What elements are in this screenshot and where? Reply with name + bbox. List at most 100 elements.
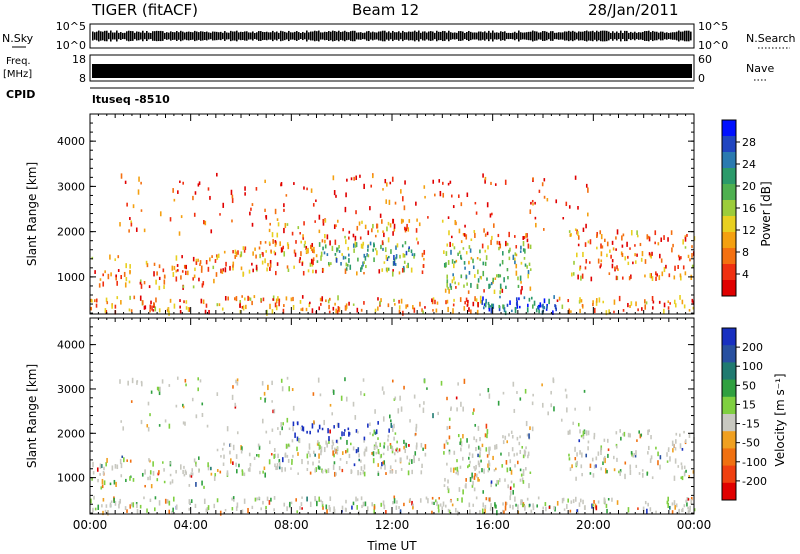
power-cell: [509, 300, 511, 305]
velocity-cell: [236, 431, 239, 435]
velocity-cell: [607, 498, 610, 501]
velocity-cell: [521, 477, 524, 482]
power-cell: [655, 276, 657, 281]
velocity-colorbar-swatch: [722, 345, 736, 363]
velocity-cell: [415, 423, 418, 429]
velocity-cell: [136, 380, 138, 385]
power-cell: [398, 309, 401, 314]
power-cell: [195, 261, 198, 265]
power-cell: [413, 253, 416, 257]
velocity-colorbar-swatch: [722, 328, 736, 346]
velocity-cell: [276, 463, 279, 468]
power-cell: [561, 304, 564, 309]
power-cell: [333, 190, 336, 196]
power-cell: [200, 265, 203, 271]
power-cell: [286, 223, 289, 226]
nsky-bar: [294, 31, 296, 41]
power-cell: [120, 275, 122, 280]
power-cell: [487, 301, 490, 305]
power-cell: [269, 263, 272, 268]
power-cell: [91, 299, 93, 303]
power-colorbar-tick-label: 20: [742, 180, 756, 193]
velocity-cell: [487, 387, 490, 393]
power-cell: [536, 305, 539, 309]
power-cell: [516, 301, 518, 306]
velocity-cell: [477, 445, 480, 450]
power-cell: [129, 217, 131, 221]
velocity-cell: [385, 509, 387, 514]
velocity-cell: [296, 421, 299, 425]
power-cell: [109, 254, 111, 260]
velocity-cell: [441, 506, 444, 510]
power-cell: [651, 251, 653, 256]
velocity-cell: [681, 475, 684, 481]
velocity-cell: [448, 451, 451, 455]
power-cell: [168, 310, 170, 316]
velocity-cell: [373, 446, 376, 450]
velocity-cell: [473, 487, 476, 492]
velocity-cell: [120, 420, 123, 423]
velocity-cell: [516, 436, 519, 441]
nsky-bar: [334, 31, 336, 41]
velocity-cell: [485, 497, 488, 501]
velocity-cell: [323, 446, 326, 453]
nsky-bar: [638, 32, 640, 40]
velocity-cell: [474, 423, 477, 427]
velocity-cell: [584, 505, 586, 510]
power-cell: [232, 250, 234, 254]
nsky-bar: [208, 32, 210, 40]
power-cell: [348, 253, 350, 257]
power-cell: [522, 236, 525, 240]
nsky-bar: [158, 30, 160, 42]
velocity-cell: [574, 496, 577, 502]
velocity-cell: [113, 479, 116, 485]
power-cell: [315, 254, 318, 258]
power-cell: [630, 230, 633, 236]
power-cell: [215, 272, 218, 277]
velocity-cell: [311, 423, 314, 429]
velocity-cell: [479, 447, 482, 452]
velocity-cell: [671, 510, 674, 515]
power-cell: [432, 179, 435, 184]
velocity-cell: [423, 378, 426, 384]
velocity-cell: [537, 496, 540, 500]
velocity-cell: [515, 503, 517, 507]
power-cell: [209, 257, 211, 262]
velocity-cell: [447, 488, 450, 494]
velocity-cell: [164, 498, 167, 504]
power-cell: [155, 297, 157, 303]
power-cell: [634, 260, 637, 264]
power-cell: [276, 232, 279, 238]
freq-bars: [92, 64, 692, 78]
velocity-cell: [396, 447, 398, 451]
velocity-cell: [506, 440, 509, 444]
power-cell: [141, 300, 144, 305]
power-cell: [252, 268, 254, 273]
velocity-cell: [375, 451, 378, 455]
power-cell: [280, 182, 283, 187]
nsky-bar: [160, 30, 162, 42]
power-cell: [423, 257, 425, 261]
power-cell: [531, 199, 534, 203]
velocity-cell: [92, 507, 94, 513]
velocity-cell: [126, 459, 128, 462]
velocity-cell: [220, 455, 222, 458]
velocity-cell: [615, 443, 618, 447]
power-cell: [692, 300, 695, 305]
velocity-cell: [475, 438, 478, 443]
velocity-cell: [206, 424, 209, 428]
power-cell: [309, 301, 311, 305]
power-cell: [130, 220, 133, 224]
nsky-bar: [364, 32, 366, 40]
velocity-cell: [373, 429, 376, 434]
nsky-bar: [134, 32, 136, 40]
power-cell: [443, 250, 445, 254]
power-cell: [381, 219, 383, 224]
velocity-cell: [214, 473, 217, 477]
power-cell: [531, 304, 534, 309]
nsky-bar: [654, 31, 656, 41]
velocity-cell: [375, 429, 378, 435]
power-cell: [310, 188, 313, 193]
nsky-bar: [466, 31, 468, 41]
velocity-cell: [505, 460, 508, 465]
